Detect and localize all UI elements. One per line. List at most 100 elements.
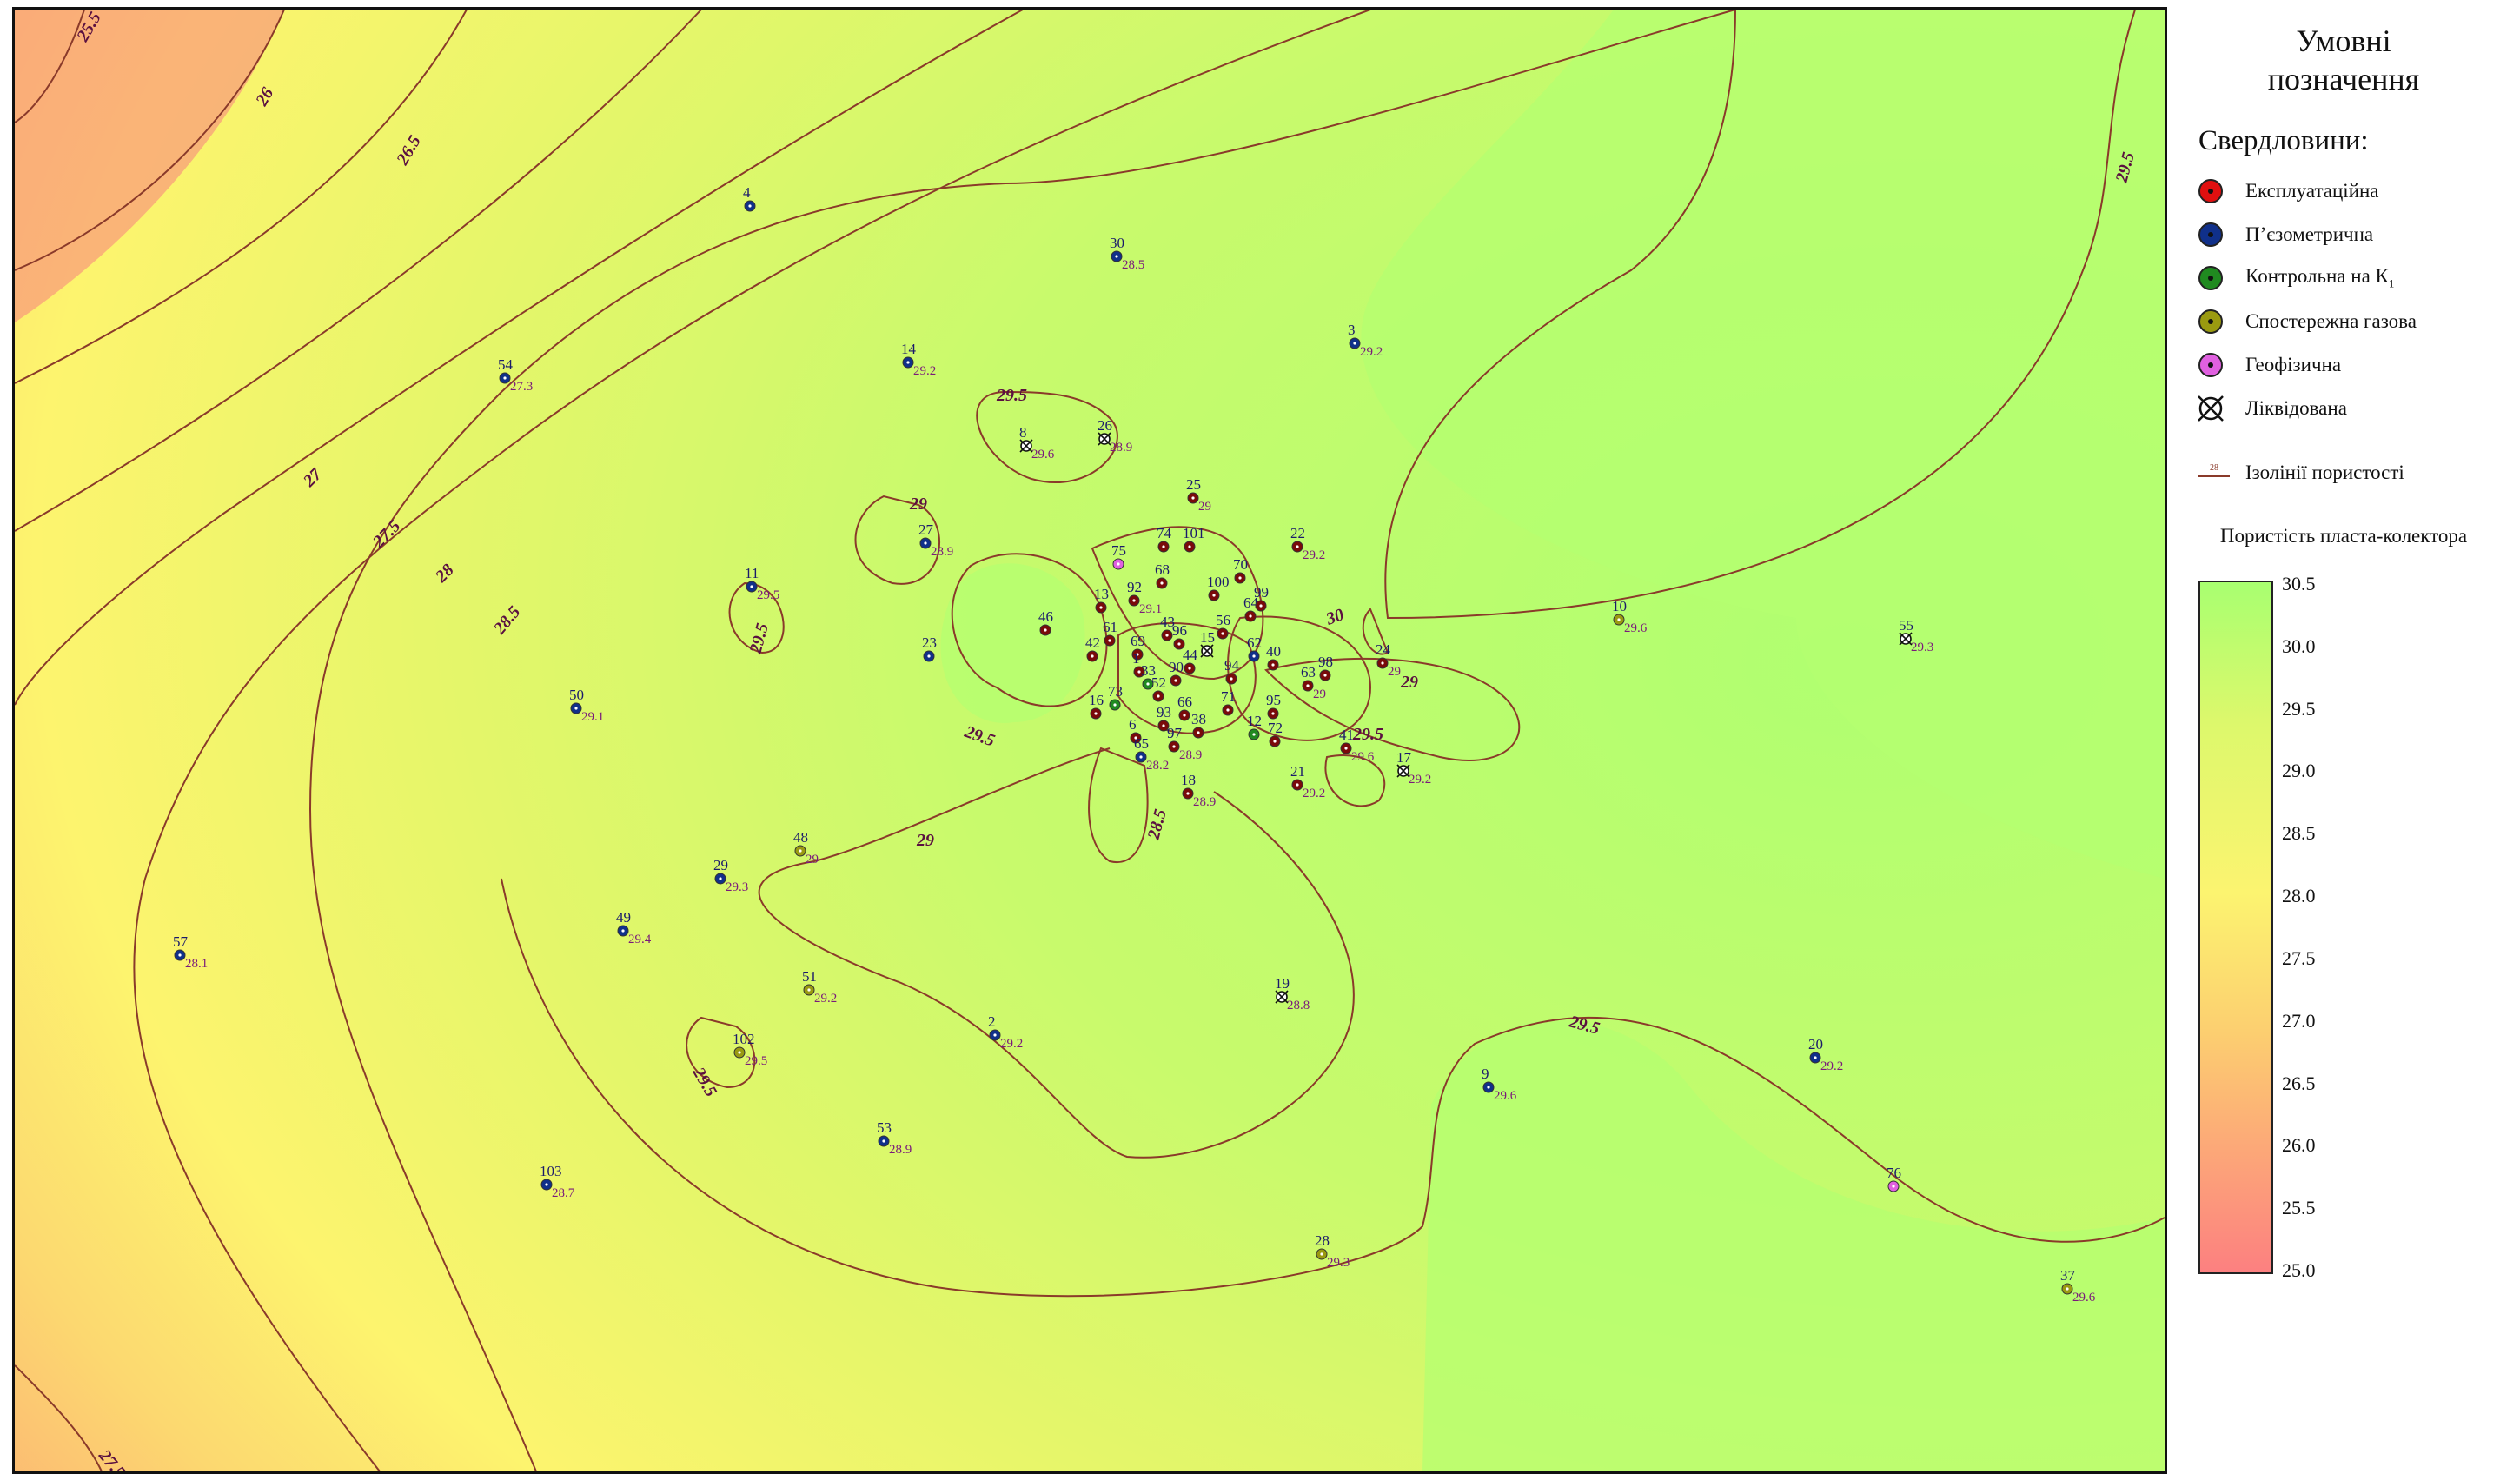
well-center-dot — [924, 541, 927, 545]
colorbar-tick-label: 29.0 — [2282, 760, 2316, 782]
legend-row-abandoned: Ліквідована — [2195, 391, 2347, 426]
well-center-dot — [1165, 634, 1169, 637]
well-porosity-value: 29.2 — [913, 364, 936, 378]
well-number: 40 — [1266, 643, 1281, 660]
well-number: 11 — [745, 565, 759, 581]
well-number: 65 — [1134, 735, 1149, 752]
well-marker: 100 — [1207, 574, 1230, 601]
high-porosity-region-se — [1422, 1019, 2165, 1471]
well-number: 52 — [1151, 674, 1166, 691]
well-marker: 33 — [1141, 662, 1156, 690]
isoline-label: 29.5 — [996, 386, 1027, 405]
well-number: 46 — [1038, 608, 1053, 625]
porosity-contour-map: 25.5 26 26.5 27 27.5 28 28.5 29.5 29.5 2… — [15, 10, 2165, 1471]
legend-label: Спостережна газова — [2245, 310, 2417, 332]
well-marker: 49 29.4 — [616, 909, 652, 946]
well-porosity-value: 28.9 — [1179, 748, 1202, 762]
cross-line — [1200, 644, 1214, 658]
well-center-dot — [1044, 628, 1047, 632]
well-marker: 4 — [743, 184, 756, 212]
well-number: 1 — [1132, 650, 1140, 667]
legend-row-control: Контрольна на К1 — [2195, 261, 2394, 295]
well-number: 2 — [988, 1013, 996, 1030]
well-center-dot — [1252, 733, 1256, 736]
well-porosity-value: 29.2 — [1409, 773, 1431, 787]
well-number: 12 — [1247, 713, 1262, 729]
well-porosity-value: 29 — [1388, 665, 1401, 679]
well-center-dot — [1296, 783, 1299, 787]
well-center-dot — [1137, 670, 1141, 674]
well-number: 66 — [1177, 694, 1192, 710]
green-well-icon — [2198, 266, 2223, 290]
well-center-dot — [1381, 661, 1384, 665]
well-center-dot — [1353, 342, 1356, 345]
well-marker: 23 — [922, 634, 937, 662]
well-center-dot — [1226, 708, 1230, 712]
well-porosity-value: 29.6 — [1624, 621, 1648, 635]
legend-title-line2: позначення — [2267, 62, 2420, 96]
well-marker: 73 — [1108, 683, 1123, 711]
well-porosity-value: 29.2 — [814, 992, 837, 1006]
well-number: 53 — [877, 1119, 892, 1136]
well-marker: 29 29.3 — [713, 857, 748, 894]
well-number: 69 — [1131, 633, 1145, 649]
well-marker: 92 29.1 — [1127, 579, 1162, 616]
legend-label: Експлуатаційна — [2245, 180, 2379, 202]
well-marker: 25 29 — [1186, 476, 1211, 514]
porosity-map: 25.5 26 26.5 27 27.5 28 28.5 29.5 29.5 2… — [12, 7, 2167, 1474]
legend-row-gas-observation: Спостережна газова — [2195, 304, 2417, 339]
well-center-dot — [1108, 639, 1111, 642]
well-porosity-value: 28.1 — [185, 957, 208, 971]
legend-row-geophysical: Геофізична — [2195, 348, 2341, 382]
legend-row-piezometric: П’єзометрична — [2195, 217, 2373, 252]
well-porosity-value: 28.7 — [552, 1186, 575, 1200]
well-number: 25 — [1186, 476, 1201, 493]
colorbar-tick-label: 27.0 — [2282, 1009, 2316, 1032]
well-marker: 95 — [1266, 692, 1281, 720]
well-center-dot — [1094, 712, 1098, 715]
well-marker: 93 — [1157, 704, 1171, 732]
well-center-dot — [2066, 1287, 2069, 1291]
well-center-dot — [1160, 581, 1164, 585]
well-number: 9 — [1482, 1066, 1489, 1082]
well-marker: 6 — [1129, 716, 1142, 744]
well-number: 44 — [1183, 647, 1198, 663]
well-center-dot — [1115, 255, 1118, 258]
well-center-dot — [1212, 594, 1216, 597]
well-number: 38 — [1191, 711, 1206, 727]
well-number: 63 — [1301, 664, 1316, 681]
cross-line — [1396, 764, 1410, 778]
well-number: 41 — [1339, 727, 1354, 743]
well-center-dot — [1139, 755, 1143, 759]
wells-layer: 43028.5329.21429.25427.3829.62628.92728.… — [173, 184, 2096, 1305]
well-center-dot — [1162, 545, 1165, 548]
porosity-isolines — [15, 10, 2165, 1471]
isoline-label: 29 — [909, 495, 927, 514]
well-number: 100 — [1207, 574, 1230, 590]
well-marker: 44 — [1183, 647, 1198, 674]
well-marker: 64 — [1243, 594, 1259, 622]
well-marker: 94 — [1224, 657, 1240, 685]
well-number: 62 — [1247, 634, 1262, 651]
well-number: 92 — [1127, 579, 1142, 595]
legend-label: Ізолінії пористості — [2245, 461, 2404, 483]
well-marker: 1 — [1132, 650, 1145, 678]
well-porosity-value: 29 — [806, 853, 819, 866]
olive-well-icon — [2198, 309, 2223, 334]
well-number: 50 — [569, 687, 584, 703]
well-number: 16 — [1089, 692, 1104, 708]
legend-row-production: Експлуатаційна — [2195, 174, 2379, 209]
well-porosity-value: 29.2 — [1303, 548, 1325, 562]
well-marker: 13 — [1094, 586, 1109, 614]
well-number: 19 — [1275, 975, 1290, 992]
colorbar-tick-label: 26.0 — [2282, 1134, 2316, 1157]
well-number: 13 — [1094, 586, 1109, 602]
well-number: 72 — [1268, 720, 1283, 736]
well-center-dot — [1177, 642, 1181, 646]
well-center-dot — [1188, 545, 1191, 548]
well-marker: 97 28.9 — [1167, 725, 1202, 762]
well-marker: 15 — [1200, 629, 1215, 658]
well-number: 94 — [1224, 657, 1240, 674]
well-porosity-value: 28.9 — [1110, 441, 1132, 455]
